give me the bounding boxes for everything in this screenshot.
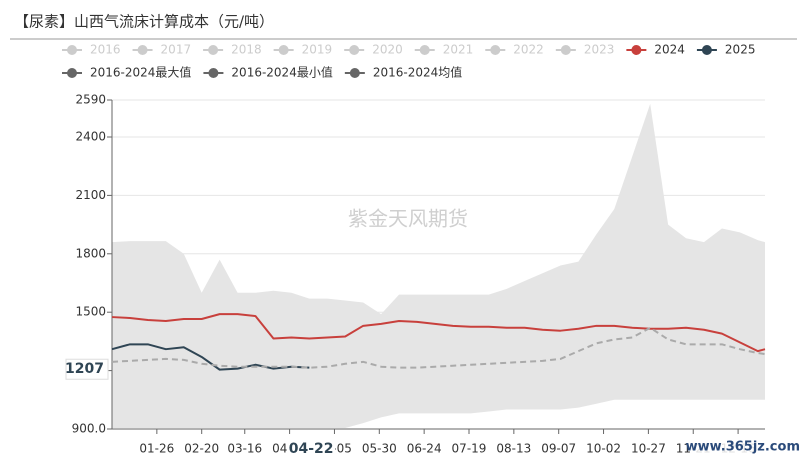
- legend-text: 2023: [584, 43, 615, 57]
- range-band: [112, 103, 765, 429]
- legend-text: 2016-2024均值: [373, 65, 462, 80]
- legend-item: 2019: [273, 43, 333, 57]
- legend-marker: [490, 45, 501, 55]
- legend-item: 2023: [555, 43, 615, 57]
- y-tick-label: 2590: [75, 93, 106, 107]
- legend-marker: [67, 68, 77, 78]
- legend-text: 2020: [372, 43, 403, 57]
- x-tick-label: 05-30: [362, 442, 397, 456]
- y-tick-label: 900.0: [72, 422, 106, 436]
- legend-marker: [349, 68, 360, 78]
- site-watermark-bg: [690, 436, 807, 458]
- y-tick-label: 1800: [75, 246, 106, 260]
- legend-text: 2019: [302, 43, 333, 57]
- x-tick-label: 02-20: [184, 442, 219, 456]
- legend-text: 2024: [654, 43, 685, 57]
- legend-text: 2021: [443, 43, 474, 57]
- site-watermark: www.365jz.com: [686, 440, 800, 455]
- legend-text: 2016: [90, 43, 121, 57]
- chart-title: 【尿素】山西气流床计算成本（元/吨）: [14, 13, 274, 31]
- legend-item: 2016-2024最小值: [203, 65, 333, 80]
- legend-marker: [278, 45, 289, 55]
- y-tick-label: 2100: [75, 188, 106, 202]
- series-line: [111, 326, 766, 369]
- legend-text: 2025: [725, 43, 756, 57]
- legend-marker: [137, 45, 148, 55]
- watermark: 紫金天风期货: [348, 207, 468, 231]
- x-tick-label: 01-26: [139, 442, 174, 456]
- crosshair-x-box: [287, 437, 336, 459]
- x-tick-label: 09-07: [541, 442, 576, 456]
- legend-item: 2022: [485, 43, 544, 57]
- series-line: [111, 313, 766, 353]
- legend-marker: [631, 45, 642, 55]
- x-tick-label: 07-19: [452, 442, 487, 456]
- y-tick-label: 1500: [75, 305, 106, 319]
- x-tick-label: 10-02: [586, 442, 621, 456]
- y-tick-label: 2400: [75, 129, 106, 143]
- legend-item: 2016-2024最大值: [62, 65, 191, 80]
- legend-marker: [208, 68, 219, 78]
- legend-text: 2018: [231, 43, 262, 57]
- crosshair-x-label: 04-22: [289, 441, 334, 457]
- legend-text: 2022: [513, 43, 544, 57]
- legend-marker: [701, 45, 712, 55]
- legend-item: 2025: [696, 43, 756, 57]
- x-tick-label: 06-24: [407, 442, 442, 456]
- x-tick-label: 10-27: [631, 442, 666, 456]
- legend-item: 2024: [626, 43, 685, 57]
- crosshair-y-label: 1207: [65, 361, 104, 377]
- legend-marker: [349, 45, 360, 55]
- legend-item: 2017: [132, 43, 192, 57]
- legend-item: 2016: [62, 43, 121, 57]
- legend-item: 2018: [203, 43, 262, 57]
- legend-marker: [208, 45, 219, 55]
- legend-item: 2021: [414, 43, 474, 57]
- legend-item: 2016-2024均值: [344, 65, 462, 80]
- legend-marker: [419, 45, 430, 55]
- legend-text: 2016-2024最大值: [90, 65, 191, 80]
- x-tick-label: 08-13: [496, 442, 531, 456]
- legend-text: 2017: [161, 43, 192, 57]
- x-tick-label: 03-16: [227, 442, 262, 456]
- crosshair-y-box: [65, 358, 109, 380]
- series-line: [111, 343, 310, 371]
- legend-marker: [67, 45, 77, 55]
- legend-marker: [560, 45, 571, 55]
- legend-text: 2016-2024最小值: [231, 65, 332, 80]
- legend-item: 2020: [344, 43, 403, 57]
